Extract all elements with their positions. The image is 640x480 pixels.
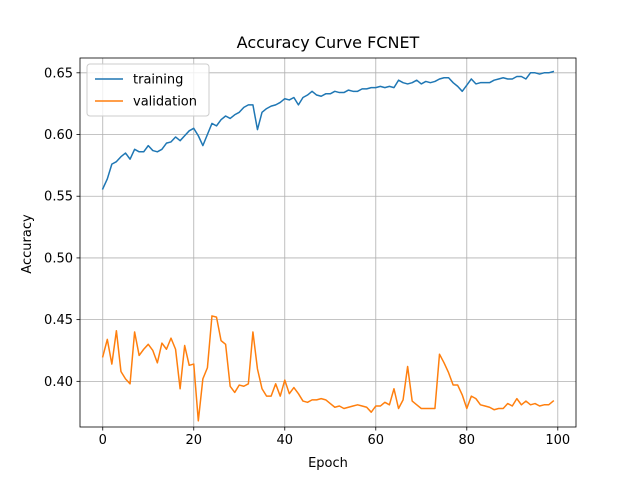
- y-axis-title: Accuracy: [20, 214, 35, 274]
- legend-label-training: training: [133, 73, 183, 88]
- y-tick-label: 0.50: [44, 251, 73, 266]
- series-line-validation: [101, 315, 555, 422]
- x-tick-label: 20: [185, 433, 202, 448]
- y-tick-label: 0.45: [44, 313, 73, 328]
- plot-frame: [79, 57, 577, 428]
- series-line-training: [101, 70, 555, 190]
- x-tick-label: 100: [545, 433, 570, 448]
- y-tick-label: 0.55: [44, 190, 73, 205]
- y-tick-label: 0.40: [44, 375, 73, 390]
- x-tick-label: 0: [99, 433, 107, 448]
- legend-box: [86, 63, 210, 117]
- y-tick-label: 0.65: [44, 66, 73, 81]
- chart-title: Accuracy Curve FCNET: [237, 33, 420, 52]
- legend: training validation: [86, 63, 210, 117]
- x-tick-label: 80: [459, 433, 476, 448]
- y-tick-label: 0.60: [44, 128, 73, 143]
- legend-label-validation: validation: [133, 95, 197, 110]
- x-tick-label: 60: [368, 433, 385, 448]
- x-tick-label: 40: [276, 433, 293, 448]
- plot-area: [80, 58, 576, 427]
- x-axis-title: Epoch: [308, 456, 348, 471]
